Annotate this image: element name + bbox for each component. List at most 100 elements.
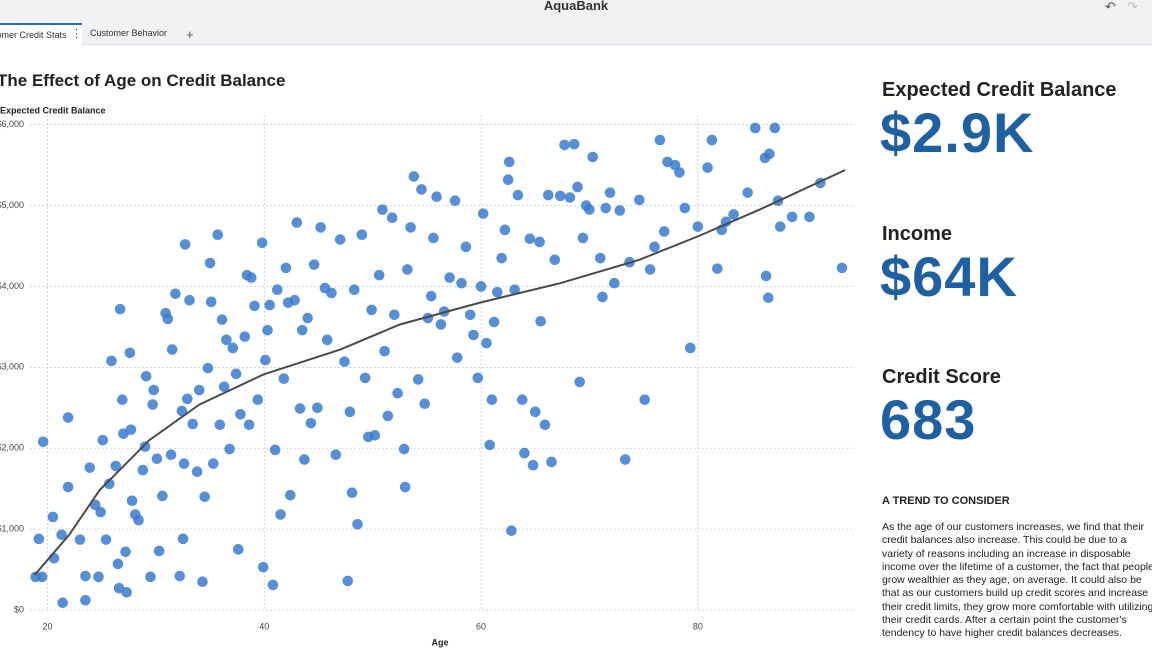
scatter-point bbox=[529, 406, 541, 418]
scatter-point bbox=[57, 597, 68, 609]
scatter-point bbox=[112, 558, 124, 570]
scatter-point bbox=[100, 534, 112, 545]
scatter-point bbox=[512, 189, 524, 201]
y-tick-label: $4,000 bbox=[0, 281, 24, 291]
scatter-point bbox=[449, 195, 461, 207]
scatter-point bbox=[162, 313, 174, 325]
kpi-value: 683 bbox=[880, 388, 977, 451]
scatter-point bbox=[359, 372, 371, 384]
scatter-point bbox=[80, 594, 91, 606]
scatter-point bbox=[492, 286, 503, 298]
scatter-point bbox=[187, 418, 199, 430]
chart-title: The Effect of Age on Credit Balance bbox=[0, 71, 286, 90]
scatter-point bbox=[204, 257, 216, 269]
scatter-point bbox=[764, 148, 775, 160]
scatter-point bbox=[249, 300, 260, 312]
scatter-point bbox=[289, 294, 300, 306]
y-tick-label: $3,000 bbox=[0, 362, 24, 372]
scatter-point bbox=[140, 370, 152, 382]
tab[interactable]: Customer Behavior bbox=[90, 28, 168, 38]
scatter-point bbox=[294, 403, 306, 414]
scatter-point bbox=[774, 221, 786, 232]
undo-icon[interactable]: ↶ bbox=[1105, 0, 1116, 14]
scatter-point bbox=[84, 462, 96, 473]
kpi-label: Credit Score bbox=[882, 366, 1001, 388]
scatter-point bbox=[221, 334, 232, 346]
scatter-point bbox=[460, 241, 472, 253]
scatter-point bbox=[786, 211, 798, 223]
scatter-point bbox=[386, 212, 398, 224]
scatter-point bbox=[488, 316, 500, 328]
scatter-point bbox=[639, 394, 651, 406]
scatter-point bbox=[153, 545, 165, 557]
scatter-point bbox=[252, 394, 264, 406]
scatter-point bbox=[477, 208, 489, 219]
scatter-point bbox=[271, 284, 283, 296]
scatter-point bbox=[472, 372, 484, 384]
scatter-point bbox=[524, 233, 536, 245]
scatter-point bbox=[644, 264, 656, 275]
scatter-point bbox=[125, 424, 137, 435]
scatter-point bbox=[117, 394, 128, 406]
scatter-point bbox=[299, 454, 310, 465]
tab-menu-icon[interactable]: ⋮ bbox=[71, 28, 82, 40]
scatter-point bbox=[451, 352, 463, 363]
scatter-point bbox=[572, 181, 583, 193]
scatter-point bbox=[321, 334, 333, 346]
scatter-point bbox=[546, 456, 557, 468]
scatter-point bbox=[502, 174, 514, 186]
scatter-point bbox=[179, 239, 191, 250]
scatter-point bbox=[542, 189, 554, 201]
scatter-point bbox=[339, 356, 350, 367]
scatter-point bbox=[137, 464, 149, 476]
scatter-point bbox=[312, 402, 323, 414]
scatter-point bbox=[604, 187, 616, 198]
scatter-point bbox=[486, 394, 498, 406]
scatter-point bbox=[679, 202, 691, 214]
scatter-point bbox=[260, 354, 271, 366]
scatter-point bbox=[728, 209, 739, 220]
scatter-point bbox=[749, 122, 761, 134]
scatter-point bbox=[674, 167, 685, 178]
scatter-point bbox=[33, 533, 45, 545]
scatter-point bbox=[74, 534, 86, 545]
scatter-point bbox=[227, 342, 239, 354]
scatter-point bbox=[484, 439, 496, 451]
scatter-point bbox=[456, 277, 467, 289]
add-tab-icon[interactable]: + bbox=[186, 27, 194, 42]
scatter-point bbox=[212, 229, 223, 241]
kpi-value: $2.9K bbox=[880, 101, 1035, 164]
scatter-point bbox=[762, 292, 774, 304]
scatter-point bbox=[804, 211, 815, 223]
scatter-point bbox=[577, 232, 589, 244]
scatter-point bbox=[435, 319, 447, 330]
scatter-point bbox=[197, 576, 208, 587]
scatter-point bbox=[182, 393, 193, 405]
scatter-point bbox=[519, 447, 530, 459]
scatter-point bbox=[496, 252, 507, 264]
scatter-point bbox=[151, 453, 163, 465]
scatter-point bbox=[609, 277, 620, 289]
note-text: As the age of our customers increases, w… bbox=[882, 521, 1152, 640]
scatter-point bbox=[56, 529, 67, 541]
tab[interactable]: Customer Credit Stats bbox=[0, 23, 82, 46]
scatter-point bbox=[291, 217, 303, 228]
redo-icon[interactable]: ↷ bbox=[1127, 0, 1138, 14]
scatter-point bbox=[126, 495, 138, 507]
scatter-point bbox=[157, 490, 168, 502]
scatter-point bbox=[600, 202, 612, 214]
scatter-point bbox=[702, 162, 713, 173]
scatter-point bbox=[366, 304, 377, 316]
scatter-point bbox=[165, 449, 177, 461]
scatter-point bbox=[95, 506, 106, 518]
scatter-point bbox=[243, 419, 255, 431]
scatter-point bbox=[264, 299, 276, 311]
scatter-point bbox=[214, 419, 226, 431]
scatter-point bbox=[133, 514, 144, 526]
scatter-point bbox=[348, 284, 360, 296]
scatter-point bbox=[178, 458, 190, 469]
scatter-point bbox=[296, 324, 308, 336]
scatter-point bbox=[587, 151, 599, 163]
scatter-point bbox=[218, 381, 230, 393]
